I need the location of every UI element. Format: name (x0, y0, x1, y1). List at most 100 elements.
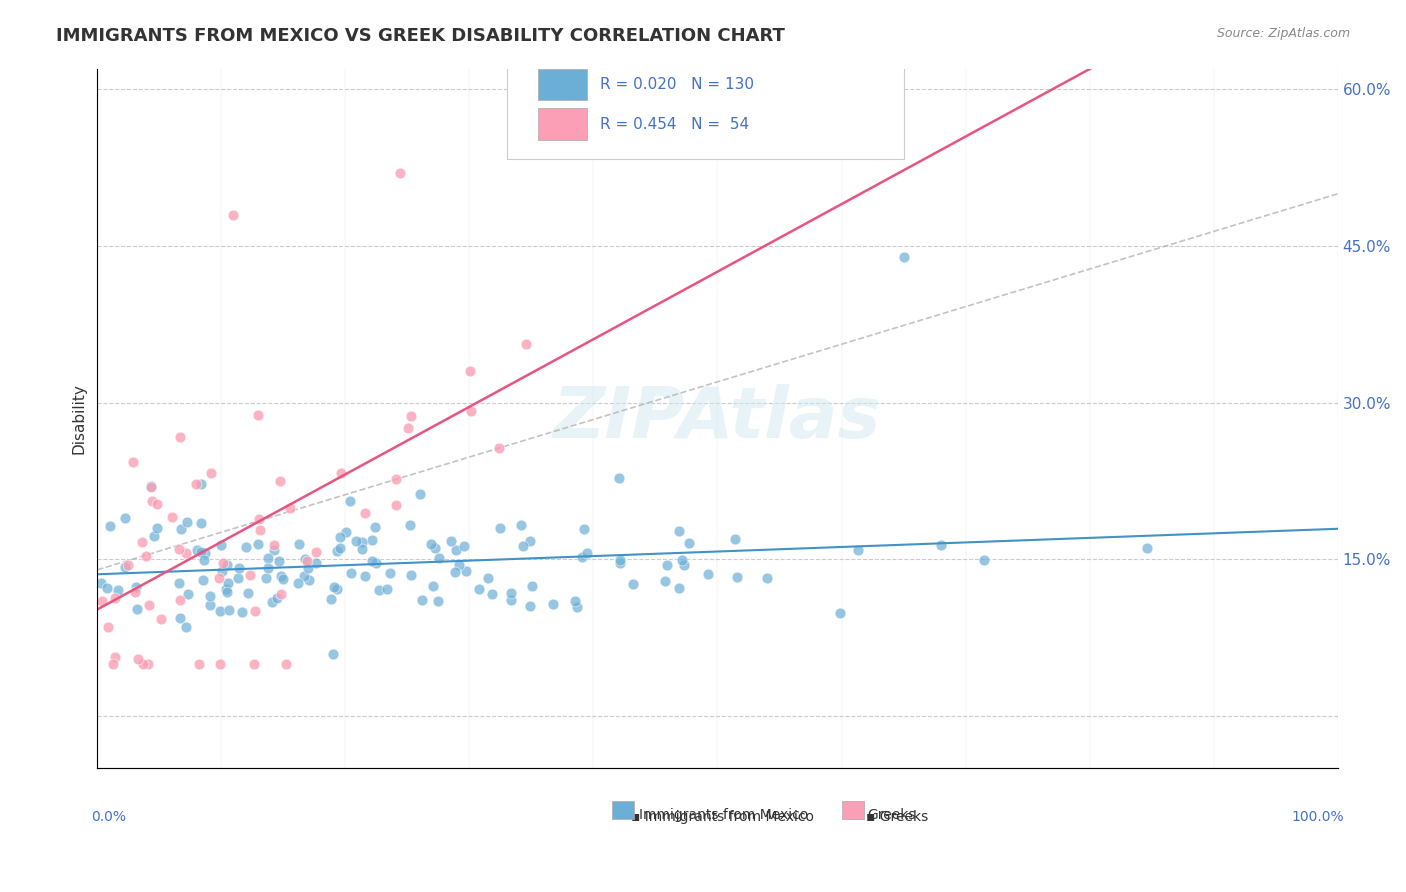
Point (458, 364, 481, 378)
Point (725, 570, 748, 584)
Point (352, 542, 374, 557)
Point (444, 542, 467, 557)
Point (127, 651, 149, 665)
Point (295, 554, 318, 568)
Point (169, 576, 191, 591)
Point (211, 537, 233, 551)
Point (132, 657, 155, 671)
Point (399, 567, 422, 582)
Point (427, 594, 450, 608)
Point (193, 573, 215, 587)
Point (668, 581, 690, 595)
Point (193, 553, 215, 567)
Point (755, 570, 778, 584)
Point (114, 560, 136, 574)
Point (672, 558, 695, 572)
Point (287, 575, 309, 590)
Point (609, 553, 631, 567)
Point (104, 591, 127, 606)
Point (270, 587, 292, 601)
Point (276, 657, 298, 671)
Point (329, 541, 352, 555)
Point (90, 576, 112, 591)
Point (287, 537, 309, 551)
Point (828, 606, 851, 620)
Point (214, 582, 236, 596)
Point (305, 556, 328, 570)
Point (187, 657, 209, 671)
Text: ZIPAtlas: ZIPAtlas (553, 384, 882, 453)
Point (124, 584, 146, 599)
Point (98, 519, 121, 533)
Text: IMMIGRANTS FROM MEXICO VS GREEK DISABILITY CORRELATION CHART: IMMIGRANTS FROM MEXICO VS GREEK DISABILI… (56, 27, 785, 45)
Point (322, 647, 344, 661)
Point (146, 497, 169, 511)
Point (607, 470, 630, 484)
Point (90, 594, 112, 608)
Point (846, 543, 869, 558)
Point (512, 539, 534, 553)
Point (218, 603, 240, 617)
Point (481, 587, 503, 601)
Text: 100.0%: 100.0% (1291, 810, 1344, 824)
Point (361, 554, 384, 568)
Text: ▪ Immigrants from Mexico: ▪ Immigrants from Mexico (631, 810, 814, 824)
Point (267, 554, 290, 568)
Point (139, 479, 162, 493)
Point (194, 546, 217, 560)
Point (142, 529, 165, 543)
Point (169, 430, 191, 444)
Point (249, 524, 271, 538)
Point (298, 573, 321, 587)
Point (217, 585, 239, 599)
Point (239, 568, 262, 582)
Point (375, 582, 398, 596)
Point (344, 533, 367, 548)
Point (292, 569, 315, 583)
Text: ▪ Greeks: ▪ Greeks (866, 810, 928, 824)
Point (262, 595, 284, 609)
Point (423, 541, 446, 556)
Point (104, 649, 127, 664)
Point (305, 544, 328, 558)
Point (352, 535, 374, 549)
Point (453, 539, 475, 553)
Point (226, 571, 249, 585)
Point (138, 599, 160, 613)
Point (174, 546, 197, 560)
Point (411, 592, 433, 607)
Point (668, 524, 690, 538)
Point (256, 550, 278, 565)
Point (360, 533, 382, 547)
Point (488, 442, 510, 456)
Point (101, 657, 124, 671)
Point (520, 579, 543, 593)
Point (294, 552, 316, 566)
Point (364, 557, 387, 571)
Point (973, 552, 995, 566)
Point (228, 561, 250, 575)
Point (419, 537, 441, 551)
Point (489, 521, 512, 535)
Point (422, 579, 444, 593)
Point (330, 466, 353, 480)
Point (678, 536, 700, 550)
Point (576, 546, 599, 560)
Point (364, 520, 387, 534)
Point (519, 534, 541, 549)
Point (222, 208, 245, 222)
Point (269, 474, 291, 488)
Point (519, 599, 541, 613)
Point (125, 580, 148, 594)
Point (96, 581, 118, 595)
Point (270, 569, 292, 583)
Point (167, 541, 190, 556)
Point (107, 583, 129, 598)
Point (135, 549, 157, 564)
Point (114, 511, 136, 525)
Point (174, 619, 197, 633)
Point (671, 553, 693, 567)
Point (367, 583, 389, 598)
FancyBboxPatch shape (537, 109, 588, 140)
Point (929, 538, 952, 552)
